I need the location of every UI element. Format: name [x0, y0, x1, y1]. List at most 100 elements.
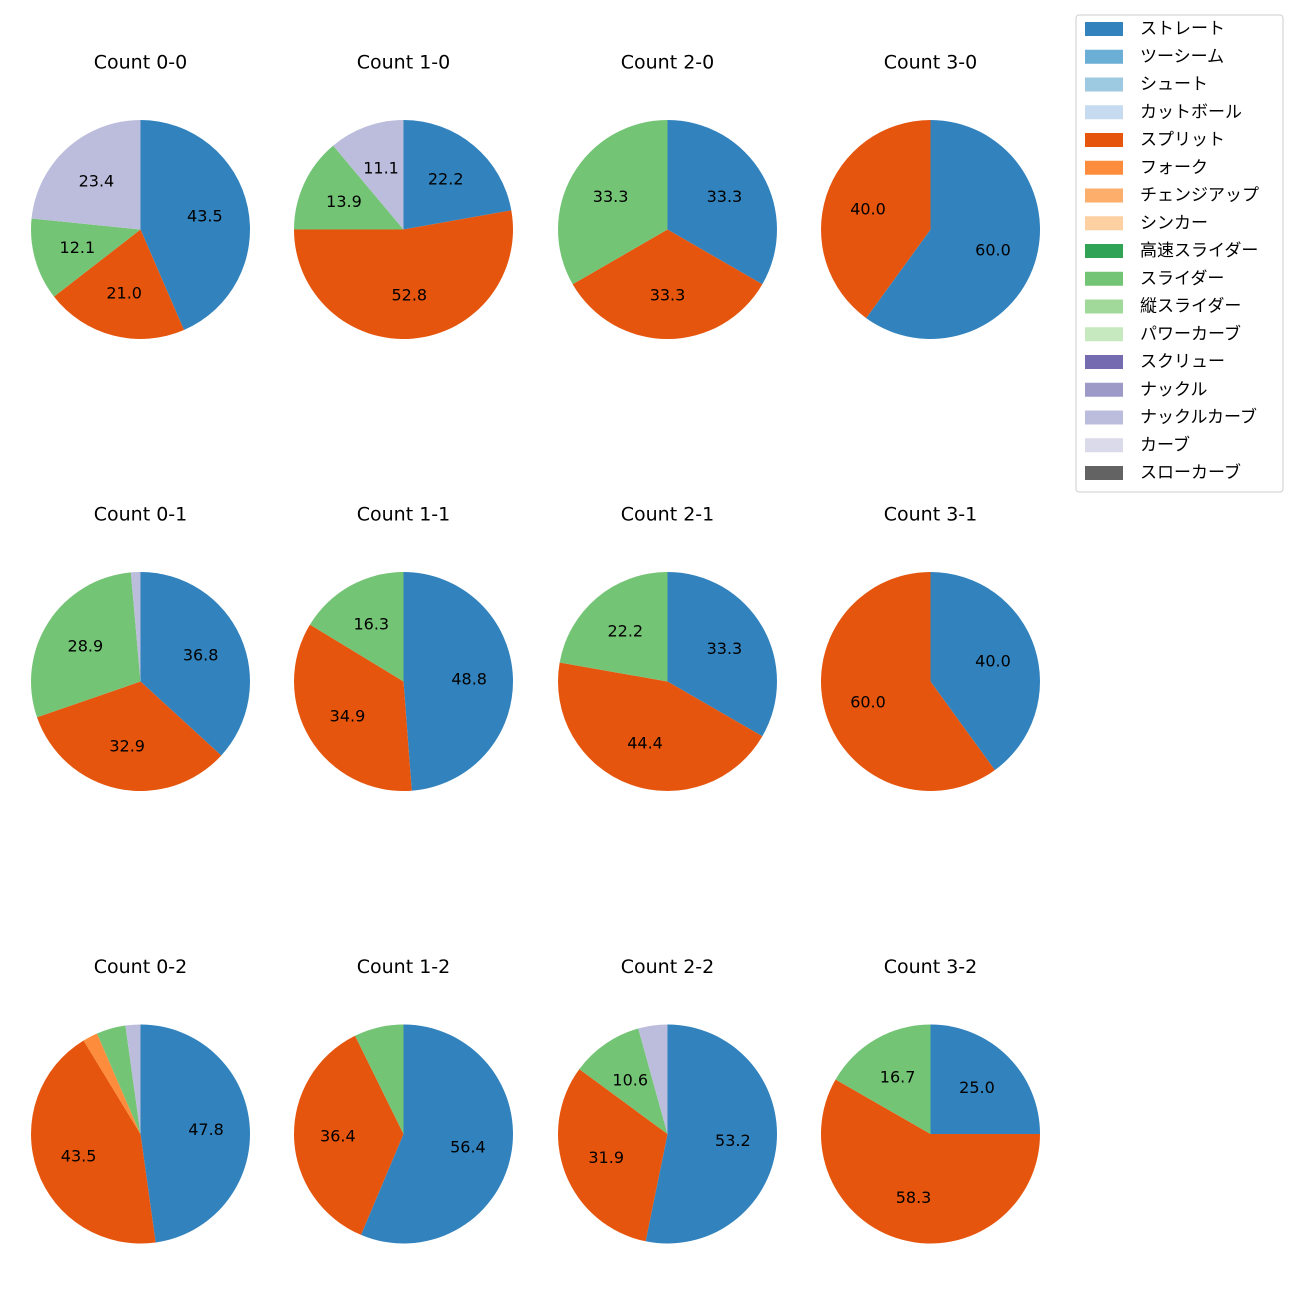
legend-label: ナックル	[1140, 380, 1208, 400]
pie-slice	[403, 572, 514, 791]
slice-label: 58.3	[896, 1188, 932, 1207]
legend-swatch	[1085, 410, 1123, 425]
legend-swatch	[1085, 382, 1123, 397]
legend-swatch	[1085, 299, 1123, 314]
slice-label: 33.3	[707, 187, 743, 206]
legend-label: カットボール	[1140, 102, 1242, 122]
legend-label: 高速スライダー	[1140, 241, 1258, 261]
slice-label: 56.4	[450, 1138, 486, 1157]
pie-slice	[130, 572, 141, 682]
legend-label: ナックルカーブ	[1140, 407, 1257, 428]
pie-grid: Count 0-0 43.5 21.0 12.1 23.4 Count 1-0 22.2 52…	[30, 52, 1040, 1244]
pie-slice	[572, 229, 763, 339]
slice-label: 60.0	[975, 240, 1011, 259]
legend-swatch	[1085, 216, 1123, 231]
legend-label: スクリュー	[1140, 352, 1225, 372]
legend-label: シュート	[1140, 75, 1208, 95]
slice-label: 16.3	[353, 615, 389, 634]
legend-swatch	[1085, 133, 1123, 147]
legend-label: スプリット	[1140, 130, 1225, 150]
pie-slice	[140, 120, 250, 330]
pie-slice	[667, 120, 777, 285]
pie-slice	[403, 120, 512, 230]
legend-label: チェンジアップ	[1140, 186, 1259, 206]
legend-swatch	[1085, 244, 1123, 258]
pie-slice	[140, 572, 250, 756]
slice-label: 60.0	[850, 692, 886, 711]
legend: ストレートツーシームシュートカットボールスプリットフォークチェンジアップシンカー…	[1075, 14, 1284, 493]
pie-slice	[125, 1024, 141, 1134]
pie-slice	[558, 120, 668, 285]
slice-label: 48.8	[451, 670, 487, 689]
slice-label: 13.9	[326, 192, 362, 211]
pie-slice	[37, 681, 222, 791]
legend-swatch	[1085, 271, 1123, 286]
pie-slice	[355, 1024, 404, 1134]
legend-label: ストレート	[1140, 19, 1225, 39]
pie-10: Count 1-2 56.4 36.4	[294, 956, 513, 1244]
pie-slice	[53, 229, 184, 339]
slice-label: 36.8	[183, 646, 219, 665]
slice-label: 28.9	[68, 636, 104, 655]
slice-label: 21.0	[106, 284, 142, 303]
slice-label: 22.2	[428, 170, 464, 189]
slice-label: 53.2	[715, 1131, 751, 1150]
slice-label: 36.4	[320, 1126, 356, 1145]
slice-label: 11.1	[363, 158, 399, 177]
pie-slice	[294, 624, 412, 791]
slice-label: 40.0	[975, 652, 1011, 671]
slice-label: 32.9	[109, 736, 145, 755]
legend-swatch	[1085, 355, 1123, 369]
slice-label: 34.9	[330, 706, 366, 725]
slice-label: 33.3	[593, 187, 629, 206]
slice-label: 43.5	[61, 1147, 97, 1166]
pie-slice	[579, 1028, 668, 1134]
pie-1: Count 0-0 43.5 21.0 12.1 23.4	[30, 52, 250, 339]
pie-slice	[820, 120, 931, 319]
legend-label: パワーカーブ	[1140, 323, 1241, 344]
pie-12: Count 3-2 25.0 58.3 16.7	[821, 956, 1040, 1244]
pie-5: Count 0-1 36.8 32.9 28.9	[30, 504, 250, 791]
pie-8: Count 3-1 40.0 60.0	[820, 504, 1040, 791]
pie-title: Count 1-0	[357, 52, 451, 74]
pie-title: Count 1-1	[357, 504, 451, 526]
slice-label: 22.2	[607, 622, 643, 641]
pie-slice	[31, 120, 141, 230]
pie-slice	[820, 572, 995, 791]
pie-title: Count 1-2	[357, 956, 451, 978]
legend-label: カーブ	[1140, 434, 1190, 455]
pie-11: Count 2-2 53.2 31.9 10.6	[558, 956, 778, 1244]
legend-swatch	[1085, 160, 1123, 175]
pie-7: Count 2-1 33.3 44.4 22.2	[558, 504, 777, 791]
slice-label: 33.3	[707, 639, 743, 658]
pie-slice	[930, 1024, 1040, 1134]
legend-swatch	[1085, 49, 1123, 64]
pie-slice	[97, 1025, 141, 1134]
slice-label: 23.4	[79, 171, 115, 190]
slice-label: 43.5	[187, 207, 223, 226]
slice-label: 52.8	[391, 285, 427, 304]
pie-slice	[361, 1024, 513, 1244]
legend-label: スライダー	[1140, 269, 1224, 289]
legend-swatch	[1085, 327, 1123, 342]
pie-slice	[558, 1069, 668, 1242]
pie-slice	[667, 572, 777, 737]
slice-label: 16.7	[880, 1068, 916, 1087]
legend-label: スローカーブ	[1140, 462, 1241, 483]
pie-title: Count 2-1	[621, 504, 715, 526]
pie-slice	[821, 1079, 1040, 1244]
pie-slice	[294, 210, 513, 340]
legend-label: シンカー	[1140, 213, 1208, 233]
slice-label: 12.1	[60, 238, 96, 257]
pie-slice	[930, 572, 1040, 771]
pie-2: Count 1-0 22.2 52.8 13.911.1	[294, 52, 513, 340]
pie-slice	[638, 1024, 668, 1134]
legend-label: 縦スライダー	[1140, 297, 1241, 317]
pie-slice	[309, 572, 404, 682]
slice-label: 33.3	[650, 286, 686, 305]
pie-3: Count 2-0 33.3 33.3 33.3	[558, 52, 777, 339]
legend-label: フォーク	[1140, 158, 1208, 178]
legend-swatch	[1085, 77, 1123, 92]
legend-swatch	[1085, 466, 1123, 480]
